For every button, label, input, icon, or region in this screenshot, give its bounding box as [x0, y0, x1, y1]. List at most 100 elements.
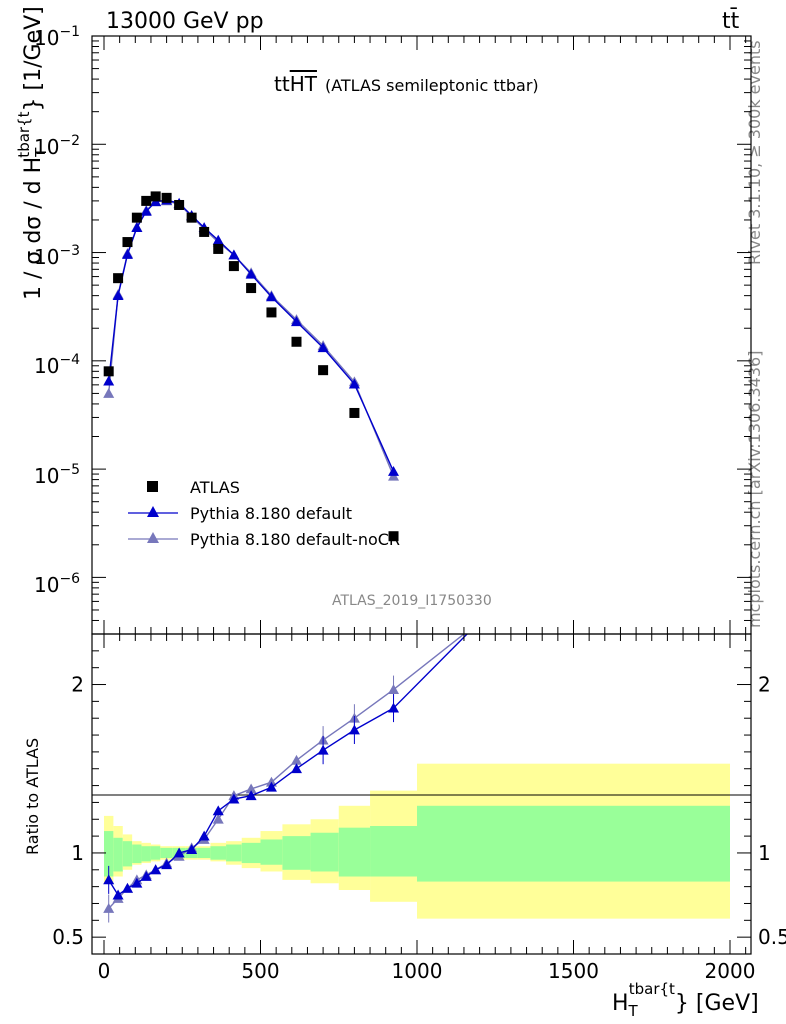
- y-tick-exponent: −2: [59, 133, 80, 149]
- ratio-y-tick-label: 2: [71, 673, 84, 697]
- ratio-point-default: [290, 763, 302, 774]
- band-green: [132, 844, 142, 864]
- data-point-atlas: [122, 237, 133, 248]
- data-point-atlas: [213, 243, 224, 254]
- plot-title-overline: HT: [290, 72, 318, 96]
- data-point-default: [348, 378, 360, 389]
- data-point-default: [228, 249, 240, 260]
- data-point-default: [388, 466, 400, 476]
- ratio-point-nocr: [290, 754, 302, 765]
- band-green: [370, 826, 417, 877]
- y-tick-label: 10−6: [34, 571, 80, 597]
- ratio-y-tick-label: 2: [758, 673, 771, 697]
- ratio-point-default: [173, 847, 185, 858]
- band-green: [197, 847, 211, 858]
- y-tick-label: 10−3: [34, 243, 80, 269]
- x-axis-title: HTtbar{t} [GeV]: [612, 980, 759, 1020]
- y-axis-title: 1 / σ dσ / d HTtbar{t} [1/GeV]: [15, 6, 50, 300]
- legend-label-atlas: ATLAS: [190, 478, 240, 497]
- ratio-point-nocr: [265, 776, 277, 787]
- ratio-point-default: [121, 882, 133, 893]
- band-green: [122, 841, 133, 867]
- ratio-point-nocr: [212, 813, 224, 824]
- data-point-atlas: [291, 336, 302, 347]
- plot-title-sub: (ATLAS semileptonic ttbar): [325, 76, 539, 95]
- process-label: tt̄: [722, 8, 740, 34]
- data-point-default: [121, 248, 133, 259]
- ratio-point-default: [317, 744, 329, 755]
- y-tick-label: 10−5: [34, 462, 80, 488]
- y-tick-exponent: −4: [59, 352, 80, 368]
- ratio-point-nocr: [103, 903, 115, 913]
- ratio-point-default: [150, 864, 162, 875]
- band-green: [150, 846, 161, 860]
- y-tick-exponent: −6: [59, 571, 80, 587]
- ratio-y-tick-label: 0.5: [758, 925, 786, 949]
- series-line-nocr: [107, 200, 395, 477]
- x-axis-title-post: } [GeV]: [675, 991, 759, 1016]
- ratio-point-default: [388, 702, 400, 713]
- y-tick-exponent: −5: [59, 462, 80, 478]
- band-green: [141, 846, 151, 862]
- data-point-atlas: [186, 212, 197, 223]
- ratio-point-default: [161, 859, 173, 870]
- data-point-atlas: [199, 226, 210, 237]
- band-green: [417, 805, 730, 882]
- ratio-point-default: [112, 889, 124, 900]
- ratio-plot-frame: [91, 633, 752, 955]
- data-point-atlas: [103, 366, 114, 377]
- ratio-point-default: [198, 830, 210, 841]
- energy-label: 13000 GeV pp: [106, 9, 264, 34]
- data-point-default: [265, 291, 277, 302]
- ratio-point-default: [245, 790, 257, 801]
- x-tick-labels: 0 500 1000 1500 2000: [98, 959, 756, 983]
- band-green: [260, 839, 283, 865]
- data-point-default: [131, 222, 143, 233]
- x-tick-label: 1000: [392, 959, 443, 983]
- data-point-default: [245, 268, 257, 279]
- band-green: [210, 846, 227, 860]
- main-plot-area: [103, 191, 400, 542]
- data-point-atlas: [150, 191, 161, 202]
- x-axis-title-sup: tbar{t: [629, 980, 675, 998]
- plot-title-main: tt: [274, 72, 290, 96]
- ratio-y-tick-labels: 0.5 0.5 1 1 2 2: [52, 673, 786, 950]
- data-point-atlas: [246, 283, 257, 294]
- ratio-point-nocr: [388, 684, 400, 694]
- ratio-point-default: [186, 844, 198, 854]
- axis-ticks: [92, 35, 751, 955]
- ratio-y-tick-label: 0.5: [52, 925, 84, 949]
- x-tick-label: 0: [98, 959, 111, 983]
- y-axis-title-sub: T: [32, 147, 50, 158]
- band-green: [310, 832, 339, 872]
- data-point-default: [112, 290, 124, 301]
- data-point-default: [290, 316, 302, 327]
- x-axis-title-main: H: [612, 991, 629, 1016]
- band-green: [104, 831, 114, 877]
- band-green: [160, 847, 173, 858]
- data-point-atlas: [266, 307, 277, 318]
- data-point-atlas: [349, 407, 360, 418]
- series-line-default: [107, 199, 395, 472]
- data-point-atlas: [174, 199, 185, 210]
- ratio-point-default: [228, 793, 240, 804]
- x-axis-title-sub: T: [628, 1002, 639, 1020]
- data-point-atlas: [228, 261, 239, 272]
- band-green: [113, 837, 123, 872]
- y-axis-title-main: 1 / σ dσ / d H: [21, 157, 46, 300]
- y-tick-labels: 10−6 10−5 10−4 10−3 10−2 10−1: [34, 24, 80, 597]
- band-green: [338, 827, 371, 877]
- mcplots-label: mcplots.cern.ch [arXiv:1306.3436]: [745, 351, 764, 628]
- y-axis-title-sup: tbar{t: [15, 111, 33, 157]
- ratio-point-nocr: [245, 783, 257, 794]
- y-tick-exponent: −1: [59, 24, 80, 40]
- y-axis-title-post: } [1/GeV]: [21, 6, 46, 111]
- x-tick-label: 2000: [705, 959, 756, 983]
- data-point-atlas: [318, 365, 329, 376]
- data-point-atlas: [113, 273, 124, 284]
- ratio-point-default: [265, 781, 277, 792]
- ratio-point-default: [140, 871, 152, 881]
- legend-label-default: Pythia 8.180 default: [190, 504, 352, 523]
- ratio-y-tick-label: 1: [71, 841, 84, 865]
